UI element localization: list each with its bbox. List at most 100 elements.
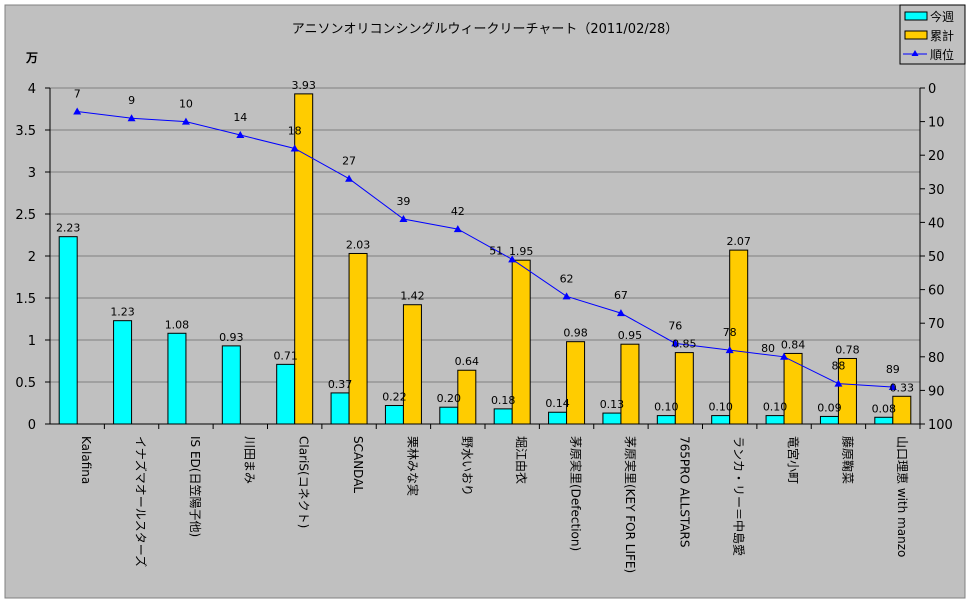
bar-weekly-label: 0.10 xyxy=(763,401,788,414)
y2-tick-label: 40 xyxy=(928,216,945,231)
x-tick-label: Kalafina xyxy=(79,436,93,484)
rank-label: 9 xyxy=(128,94,135,107)
x-tick-label: 藤原鞠菜 xyxy=(840,436,854,484)
x-tick-label: 765PRO ALLSTARS xyxy=(677,436,691,548)
bar-weekly-label: 0.13 xyxy=(600,398,625,411)
rank-label: 27 xyxy=(342,155,356,168)
x-tick-label: 栗林みな実 xyxy=(405,436,420,496)
x-tick-label: ClariS(コネクト) xyxy=(297,436,311,528)
y-tick-label: 1.5 xyxy=(15,292,36,307)
x-tick-label: 山口理恵 with manzo xyxy=(895,436,909,557)
y-tick-label: 2 xyxy=(28,250,36,265)
bar-total-label: 2.03 xyxy=(346,238,371,251)
bar-weekly xyxy=(493,408,513,425)
bar-weekly xyxy=(602,412,622,425)
rank-label: 7 xyxy=(74,88,81,101)
bar-weekly-label: 0.10 xyxy=(654,401,679,414)
y-tick-label: 1 xyxy=(28,334,36,349)
y2-tick-label: 10 xyxy=(928,116,945,131)
bar-total-label: 3.93 xyxy=(291,79,316,92)
bar-weekly-label: 0.37 xyxy=(328,378,353,391)
bar-total xyxy=(348,252,368,425)
rank-marker xyxy=(399,215,408,223)
bar-weekly-label: 0.71 xyxy=(273,349,298,362)
bar-weekly xyxy=(384,405,404,425)
bar-total-label: 0.95 xyxy=(618,329,643,342)
x-tick-label: イナズマオールスターズ xyxy=(134,436,149,567)
bar-weekly-label: 0.93 xyxy=(219,331,244,344)
rank-label: 14 xyxy=(233,111,247,124)
rank-marker xyxy=(345,174,354,182)
legend-marker-rank xyxy=(911,50,919,56)
x-tick-label: 茅原実里(Defection) xyxy=(569,436,584,551)
y2-tick-label: 60 xyxy=(928,284,945,299)
bar-total xyxy=(566,341,586,425)
bar-weekly xyxy=(330,392,350,425)
rank-marker xyxy=(725,346,734,354)
y-tick-label: 2.5 xyxy=(15,208,36,223)
bar-total-label: 1.95 xyxy=(509,245,534,258)
rank-marker xyxy=(562,292,571,300)
legend-label-weekly: 今週 xyxy=(930,9,954,24)
bar-weekly-label: 0.22 xyxy=(382,391,407,404)
rank-marker xyxy=(671,339,680,347)
chart-background xyxy=(4,4,966,599)
bar-weekly-label: 0.20 xyxy=(437,392,462,405)
x-tick-label: SCANDAL xyxy=(351,436,365,493)
rank-label: 78 xyxy=(723,326,737,339)
bar-total-label: 0.84 xyxy=(781,338,806,351)
rank-label: 80 xyxy=(761,342,775,355)
y2-tick-label: 50 xyxy=(928,250,945,265)
y2-tick-label: 80 xyxy=(928,351,945,366)
bar-weekly xyxy=(276,363,296,425)
bar-weekly-label: 1.08 xyxy=(165,318,190,331)
bar-total-label: 2.07 xyxy=(726,235,751,248)
y2-tick-label: 90 xyxy=(928,384,945,399)
rank-label: 39 xyxy=(396,195,410,208)
rank-label: 18 xyxy=(288,124,302,137)
rank-marker xyxy=(181,117,190,125)
bar-total xyxy=(402,304,422,425)
y2-tick-label: 70 xyxy=(928,317,945,332)
bar-weekly xyxy=(819,415,839,425)
x-tick-label: ランカ・リー＝中島愛 xyxy=(732,436,747,556)
rank-label: 67 xyxy=(614,289,628,302)
bar-total-label: 0.64 xyxy=(455,355,480,368)
y-tick-label: 0 xyxy=(28,418,36,433)
rank-label: 62 xyxy=(560,272,574,285)
x-tick-label: 川田まみ xyxy=(242,436,256,484)
legend-label-total: 累計 xyxy=(930,28,954,43)
y2-tick-label: 0 xyxy=(928,82,936,97)
bar-weekly-label: 0.18 xyxy=(491,394,516,407)
bar-weekly-label: 1.23 xyxy=(110,306,135,319)
rank-marker xyxy=(236,131,245,139)
y-unit-label: 万 xyxy=(25,51,38,65)
y2-tick-label: 100 xyxy=(928,418,953,433)
rank-label: 88 xyxy=(831,360,845,373)
x-tick-label: IS ED(日笠陽子他) xyxy=(188,436,203,537)
rank-marker xyxy=(834,379,843,387)
bar-weekly-label: 0.10 xyxy=(708,401,733,414)
legend-swatch-total xyxy=(904,30,928,40)
bar-weekly-label: 2.23 xyxy=(56,222,81,235)
bar-weekly xyxy=(221,345,241,425)
rank-marker xyxy=(290,144,299,152)
bar-weekly-label: 0.14 xyxy=(545,397,570,410)
bar-total xyxy=(294,93,314,425)
bar-weekly xyxy=(113,320,133,425)
bar-weekly-label: 0.09 xyxy=(817,401,842,414)
legend: 今週 累計 順位 xyxy=(899,4,966,65)
rank-marker xyxy=(508,255,517,263)
bar-weekly xyxy=(874,416,894,425)
y2-tick-label: 20 xyxy=(928,149,945,164)
x-tick-label: 竜宮小町 xyxy=(786,436,801,484)
y-tick-label: 3.5 xyxy=(15,124,36,139)
y-tick-label: 4 xyxy=(28,82,36,97)
rank-label: 10 xyxy=(179,98,193,111)
rank-label: 42 xyxy=(451,205,465,218)
bar-total-label: 0.33 xyxy=(890,381,915,394)
x-tick-label: 野水いおり xyxy=(460,436,474,496)
rank-line xyxy=(77,111,893,388)
y2-tick-label: 30 xyxy=(928,183,945,198)
